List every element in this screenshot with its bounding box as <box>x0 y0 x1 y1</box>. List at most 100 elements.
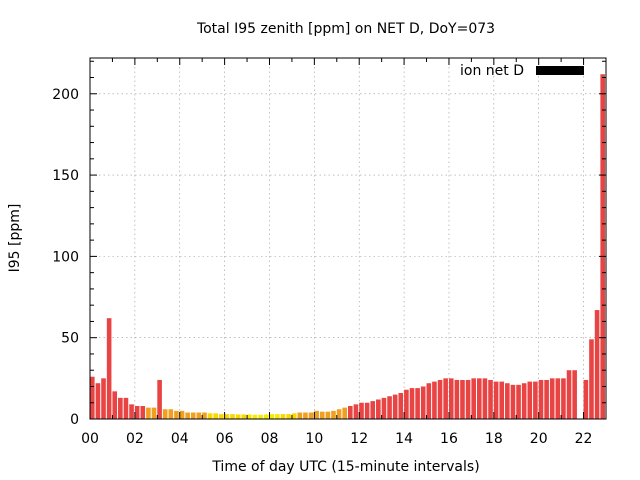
bar <box>566 370 572 419</box>
bar <box>527 381 533 419</box>
bar <box>471 378 476 419</box>
legend: ion net D <box>460 63 584 79</box>
bar <box>168 409 174 419</box>
bar <box>516 384 521 419</box>
bar <box>448 378 454 419</box>
bar <box>269 414 275 419</box>
bar <box>488 379 493 419</box>
x-tick-label: 00 <box>81 431 99 447</box>
bar <box>319 411 325 419</box>
bar <box>477 378 482 419</box>
bar <box>364 402 370 419</box>
grid <box>90 58 606 419</box>
x-tick-label: 22 <box>575 431 593 447</box>
bar <box>359 402 364 419</box>
bar <box>561 378 566 419</box>
x-tick-label: 16 <box>440 431 458 447</box>
bar <box>263 414 269 419</box>
bar <box>258 414 263 419</box>
bar <box>297 412 303 419</box>
bar <box>247 414 252 419</box>
bar <box>353 404 359 419</box>
bar <box>151 407 157 419</box>
bar <box>118 397 123 419</box>
bar <box>162 409 168 419</box>
x-tick-label: 04 <box>171 431 189 447</box>
bar <box>589 339 594 419</box>
x-tick-label: 08 <box>261 431 279 447</box>
bar <box>303 412 308 419</box>
bar <box>538 379 544 419</box>
bar <box>387 396 392 419</box>
bar <box>420 386 426 419</box>
bar <box>146 407 151 419</box>
bar <box>291 413 297 419</box>
bar <box>460 379 465 419</box>
bar <box>392 394 398 419</box>
bar <box>230 414 235 419</box>
y-tick-label: 200 <box>52 87 79 103</box>
bar <box>314 410 319 419</box>
bar <box>207 413 213 419</box>
bar <box>112 391 118 419</box>
bar <box>555 378 561 419</box>
bar <box>106 318 112 419</box>
bar <box>90 376 95 419</box>
x-tick-label: 20 <box>530 431 548 447</box>
bar <box>600 74 605 419</box>
x-tick-label: 02 <box>126 431 144 447</box>
bar <box>174 410 179 419</box>
x-tick-labels: 00 02 04 06 08 10 12 14 16 18 20 22 <box>81 431 592 447</box>
bar <box>95 383 101 419</box>
bar <box>409 388 415 419</box>
bar <box>190 412 196 419</box>
bar <box>123 397 129 419</box>
bar <box>505 383 510 419</box>
ticks <box>89 58 607 420</box>
bar <box>432 381 437 419</box>
bar <box>219 414 224 419</box>
bar <box>437 379 443 419</box>
bar <box>533 381 538 419</box>
bar <box>544 379 549 419</box>
bar <box>454 379 460 419</box>
y-tick-label: 0 <box>70 412 79 428</box>
bar <box>140 405 146 419</box>
bar <box>129 404 134 419</box>
x-tick-label: 10 <box>305 431 323 447</box>
bar <box>179 410 185 419</box>
legend-swatch <box>536 66 584 75</box>
bar <box>252 414 258 419</box>
bar <box>325 411 331 419</box>
bar <box>308 412 314 419</box>
bar <box>348 405 353 419</box>
bar <box>404 389 409 419</box>
bar <box>510 384 516 419</box>
bar <box>398 392 404 419</box>
bar <box>493 381 499 419</box>
y-tick-label: 150 <box>52 168 79 184</box>
bar <box>101 378 106 419</box>
x-tick-label: 06 <box>216 431 234 447</box>
x-tick-label: 12 <box>350 431 368 447</box>
bar <box>241 414 247 419</box>
bar <box>235 414 241 419</box>
y-tick-label: 50 <box>61 331 79 347</box>
y-axis-label: I95 [ppm] <box>7 204 23 273</box>
bar <box>549 378 555 419</box>
chart-title: Total I95 zenith [ppm] on NET D, DoY=073 <box>196 21 495 37</box>
bar <box>381 397 387 419</box>
bar <box>280 414 286 419</box>
bar <box>134 405 140 419</box>
bar <box>583 379 589 419</box>
bar <box>213 413 218 419</box>
bar <box>370 401 376 419</box>
bar <box>286 414 291 419</box>
bars <box>90 74 605 419</box>
bar <box>185 412 190 419</box>
x-axis-label: Time of day UTC (15-minute intervals) <box>211 459 479 475</box>
bar <box>572 370 577 419</box>
bar <box>426 383 432 419</box>
bar <box>157 379 162 419</box>
